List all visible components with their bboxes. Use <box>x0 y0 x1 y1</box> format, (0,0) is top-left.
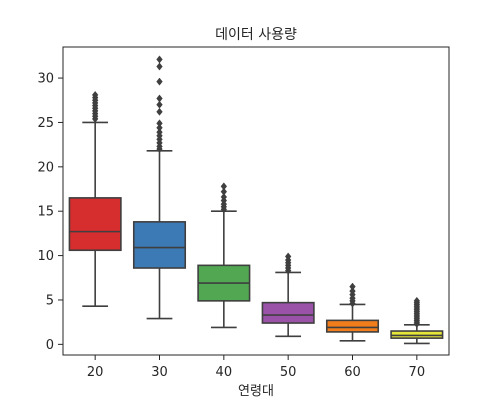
iqr-box <box>325 319 380 333</box>
y-tick-label: 20 <box>37 160 54 175</box>
iqr-box <box>261 301 315 324</box>
box-40 <box>197 182 251 329</box>
box-30 <box>132 55 187 320</box>
outlier-point <box>220 187 228 196</box>
y-tick-label: 0 <box>46 338 54 353</box>
y-tick-label: 25 <box>37 116 54 131</box>
outlier-point <box>91 90 99 99</box>
outlier-point <box>156 55 163 64</box>
plot-frame <box>62 46 450 356</box>
outlier-point <box>156 107 163 116</box>
outlier-point <box>156 128 163 137</box>
y-axis: 0 5 10 15 20 25 30 <box>37 72 63 353</box>
iqr-box <box>68 197 122 252</box>
x-tick-label: 30 <box>151 365 168 380</box>
outlier-point <box>220 193 228 202</box>
x-tick-label: 40 <box>216 365 233 380</box>
outlier-point <box>413 296 421 305</box>
plot-area <box>68 55 444 345</box>
outlier-point <box>156 62 163 71</box>
outlier-point <box>284 252 292 261</box>
y-tick-label: 15 <box>37 205 54 220</box>
x-tick-label: 70 <box>409 365 426 380</box>
y-tick-label: 10 <box>37 249 54 264</box>
outlier-point <box>349 282 356 291</box>
x-axis: 20 30 40 50 60 70 <box>87 355 425 380</box>
outlier-point <box>156 77 163 86</box>
box-70 <box>390 296 444 345</box>
outlier-point <box>156 119 163 128</box>
iqr-box <box>132 221 187 269</box>
y-tick-label: 5 <box>46 293 54 308</box>
iqr-box <box>390 330 444 339</box>
x-tick-label: 60 <box>344 365 361 380</box>
box-50 <box>261 252 315 338</box>
x-tick-label: 50 <box>280 365 297 380</box>
box-20 <box>68 90 122 307</box>
box-60 <box>325 282 380 342</box>
outlier-point <box>349 287 356 296</box>
y-tick-label: 30 <box>37 72 54 87</box>
outlier-point <box>156 94 163 103</box>
outlier-point <box>220 182 228 191</box>
x-tick-label: 20 <box>87 365 104 380</box>
x-axis-label: 연령대 <box>238 384 274 399</box>
chart-title: 데이터 사용량 <box>215 27 297 43</box>
outlier-point <box>156 100 163 109</box>
outlier-point <box>156 123 163 132</box>
